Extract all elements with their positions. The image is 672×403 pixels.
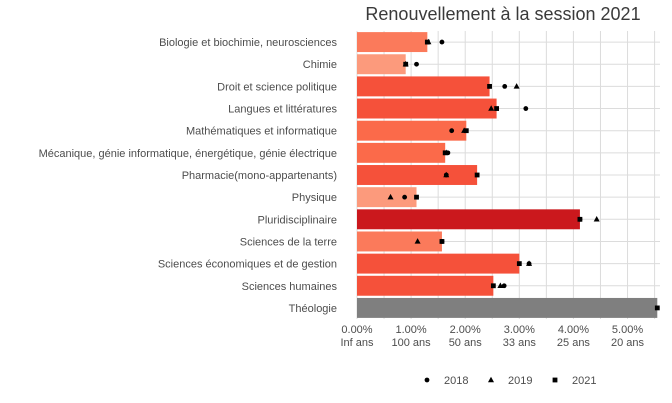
legend: 2018 2019 2021 <box>424 375 596 387</box>
point-2021 <box>654 305 660 311</box>
point-2021 <box>424 39 430 45</box>
point-2018 <box>523 106 529 111</box>
bar <box>357 32 428 53</box>
x-tick-sublabel: 33 ans <box>503 337 537 349</box>
bar <box>357 165 478 185</box>
category-label: Mathématiques et informatique <box>186 126 337 138</box>
point-2019 <box>443 171 450 178</box>
point-2018 <box>414 61 419 67</box>
point-2021 <box>463 128 469 134</box>
point-2019 <box>593 216 600 222</box>
legend-label: 2018 <box>444 375 468 387</box>
bar <box>357 187 417 208</box>
chart-title: Renouvellement à la session 2021 <box>365 4 640 24</box>
x-tick-sublabel: 100 ans <box>392 337 432 349</box>
bar <box>357 297 658 318</box>
category-label: Mécanique, génie informatique, énergétiq… <box>39 148 337 160</box>
category-label: Droit et science politique <box>217 81 337 93</box>
x-tick-label: 3.00% <box>504 324 535 336</box>
category-label: Théologie <box>289 303 337 315</box>
point-2018 <box>502 83 508 89</box>
point-2019 <box>526 260 533 266</box>
bar <box>357 209 580 230</box>
bar <box>357 142 446 163</box>
x-tick-label: 4.00% <box>558 324 589 336</box>
category-label: Biologie et biochimie, neurosciences <box>159 37 337 49</box>
legend-key-circle <box>424 377 430 383</box>
point-2021 <box>474 172 480 178</box>
point-2021 <box>439 239 445 244</box>
point-2018 <box>501 283 507 289</box>
x-tick-sublabel: 25 ans <box>557 337 591 349</box>
x-tick-label: 0.00% <box>341 324 372 336</box>
bar <box>357 54 406 75</box>
category-label: Pharmacie(mono-appartenants) <box>182 170 337 182</box>
point-2021 <box>403 61 409 67</box>
point-2018 <box>449 128 455 134</box>
legend-key-square <box>552 377 558 383</box>
bar <box>357 275 494 296</box>
point-2018 <box>439 39 445 45</box>
point-2021 <box>494 106 499 111</box>
point-2019 <box>488 105 495 111</box>
category-label: Physique <box>292 192 337 204</box>
bar <box>357 253 520 274</box>
x-tick-sublabel: 20 ans <box>611 337 645 349</box>
category-label: Chimie <box>303 59 337 71</box>
point-2019 <box>387 193 394 200</box>
point-2021 <box>487 83 492 89</box>
point-2019 <box>497 282 504 288</box>
bar <box>357 231 442 252</box>
bar <box>357 120 467 141</box>
category-label: Sciences humaines <box>242 281 338 293</box>
bar <box>357 76 490 97</box>
bars <box>357 32 658 318</box>
category-labels: Biologie et biochimie, neurosciences Chim… <box>39 37 338 315</box>
x-tick-sublabel: 50 ans <box>449 337 483 349</box>
point-2019 <box>513 83 520 89</box>
legend-label: 2021 <box>572 375 596 387</box>
x-tick-sublabel: Inf ans <box>340 337 374 349</box>
point-2018 <box>402 194 408 200</box>
point-2021 <box>516 261 522 267</box>
x-tick-labels: 0.00%Inf ans 1.00%100 ans 2.00%50 ans 3.00%… <box>340 324 644 349</box>
category-label: Sciences économiques et de gestion <box>158 259 337 271</box>
x-tick-label: 5.00% <box>612 324 643 336</box>
legend-label: 2019 <box>508 375 532 387</box>
points <box>387 38 660 311</box>
x-tick-label: 2.00% <box>450 324 481 336</box>
point-2021 <box>414 194 419 200</box>
point-2021 <box>490 283 496 289</box>
category-label: Sciences de la terre <box>240 236 337 248</box>
legend-key-triangle <box>488 376 494 383</box>
point-2019 <box>414 238 421 244</box>
point-2021 <box>577 216 583 222</box>
point-2021 <box>442 150 448 156</box>
category-label: Langues et littératures <box>228 104 337 116</box>
category-label: Pluridisciplinaire <box>258 214 337 226</box>
bar <box>357 98 497 119</box>
x-tick-label: 1.00% <box>396 324 427 336</box>
